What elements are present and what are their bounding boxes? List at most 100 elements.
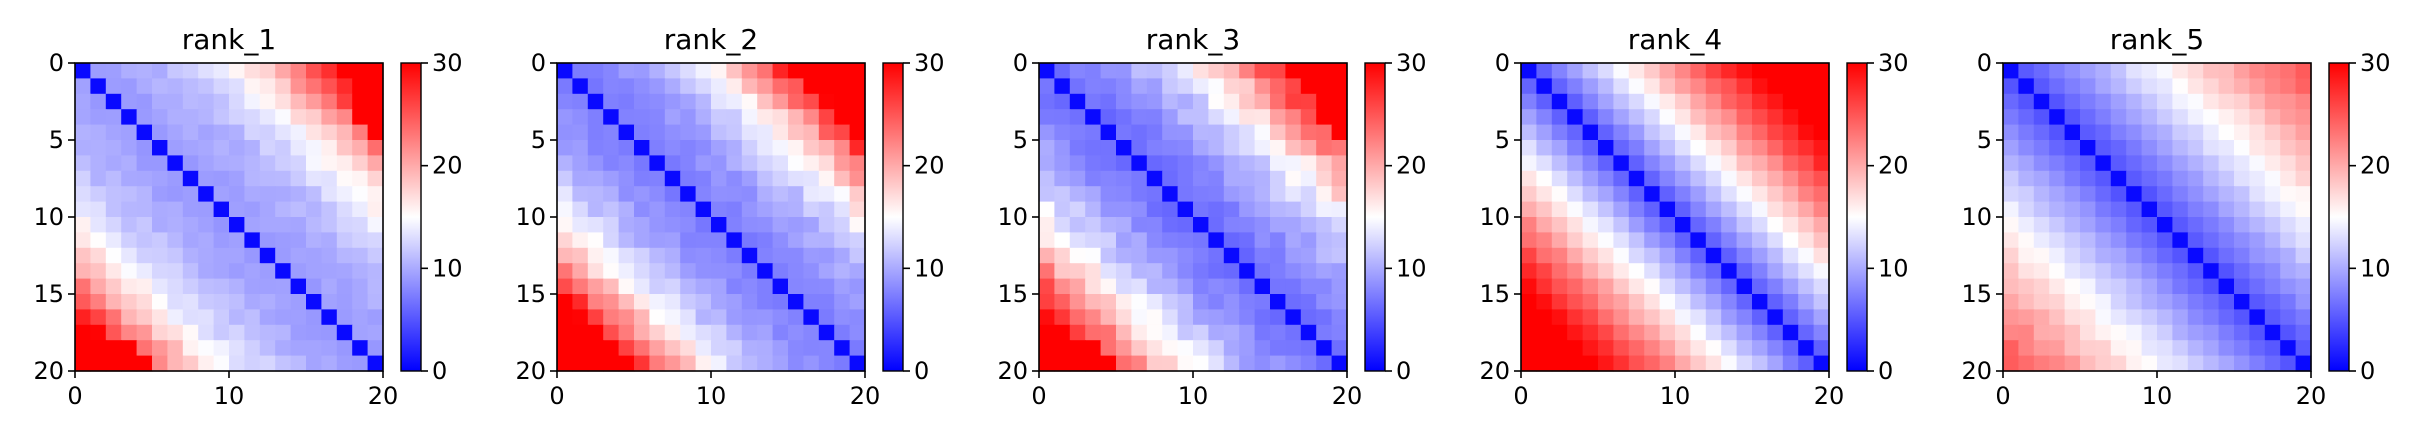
heatmap-cell — [834, 247, 851, 264]
heatmap-cell — [1116, 278, 1132, 295]
heatmap-cell — [198, 355, 215, 372]
heatmap-cell — [1567, 232, 1584, 249]
heatmap-cell — [634, 140, 650, 156]
heatmap-cell — [557, 140, 573, 156]
heatmap-cell — [2249, 109, 2266, 126]
heatmap-cell — [321, 78, 338, 95]
heatmap-cell — [2080, 232, 2096, 249]
heatmap-cell — [834, 109, 851, 126]
heatmap-cell — [367, 124, 384, 141]
heatmap-cell — [2018, 93, 2035, 110]
heatmap-cell — [1239, 294, 1256, 310]
heatmap-cell — [695, 278, 712, 295]
heatmap-cell — [1300, 355, 1317, 372]
heatmap-cell — [1767, 294, 1784, 310]
heatmap-cell — [1521, 324, 1537, 341]
heatmap-cell — [1131, 201, 1148, 218]
heatmap-cell — [664, 309, 681, 326]
heatmap-cell — [2280, 140, 2297, 156]
heatmap-cell — [1146, 263, 1163, 280]
heatmap-cell — [167, 355, 184, 372]
heatmap-cell — [741, 93, 758, 110]
heatmap-cell — [1598, 247, 1614, 264]
heatmap-cell — [1521, 140, 1537, 156]
heatmap-cell — [1782, 170, 1799, 187]
heatmap-cell — [818, 217, 835, 233]
heatmap-cell — [2172, 217, 2189, 233]
heatmap-cell — [2203, 63, 2220, 79]
heatmap-cell — [105, 340, 122, 357]
heatmap-cell — [788, 278, 804, 295]
heatmap-cell — [1767, 232, 1784, 249]
heatmap-cell — [695, 247, 712, 264]
heatmap-cell — [1628, 294, 1645, 310]
heatmap-cell — [618, 309, 635, 326]
heatmap-cell — [1767, 140, 1784, 156]
heatmap-cell — [1521, 109, 1537, 126]
heatmap-cell — [167, 340, 184, 357]
heatmap-cell — [1054, 355, 1071, 372]
heatmap-cell — [834, 294, 851, 310]
heatmap-cell — [2218, 140, 2235, 156]
heatmap-cell — [1628, 232, 1645, 249]
heatmap-cell — [1054, 294, 1071, 310]
heatmap-cell — [834, 155, 851, 172]
heatmap-cell — [306, 278, 322, 295]
heatmap-cell — [2157, 324, 2173, 341]
heatmap-cell — [1162, 355, 1179, 372]
y-tick-label: 0 — [1013, 49, 1028, 77]
heatmap-cell — [2110, 140, 2127, 156]
heatmap-cell — [2033, 140, 2050, 156]
heatmap-cell — [336, 201, 353, 218]
heatmap-cell — [336, 140, 353, 156]
heatmap-cell — [2234, 78, 2250, 95]
heatmap-cell — [2203, 340, 2220, 357]
heatmap-cell — [105, 309, 122, 326]
heatmap-cell — [2172, 232, 2189, 249]
heatmap-cell — [1598, 263, 1614, 280]
heatmap-cell — [198, 109, 215, 126]
heatmap-cell — [1208, 217, 1225, 233]
heatmap-cell — [818, 170, 835, 187]
heatmap-cell — [1675, 186, 1691, 203]
heatmap-cell — [726, 201, 743, 218]
heatmap-cell — [367, 93, 384, 110]
heatmap-cell — [2095, 294, 2112, 310]
heatmap-cell — [336, 294, 353, 310]
heatmap-cell — [290, 78, 307, 95]
heatmap-cell — [2003, 109, 2019, 126]
heatmap-cell — [1628, 63, 1645, 79]
heatmap-cell — [1813, 355, 1830, 372]
heatmap-cell — [726, 278, 743, 295]
heatmap-cell — [2003, 93, 2019, 110]
heatmap-cell — [680, 309, 697, 326]
heatmap-cell — [2064, 355, 2081, 372]
heatmap-cell — [2018, 140, 2035, 156]
heatmap-cell — [834, 140, 851, 156]
heatmap-cell — [352, 201, 369, 218]
heatmap-cell — [1162, 186, 1179, 203]
heatmap-cell — [1270, 278, 1286, 295]
heatmap-cell — [1659, 294, 1676, 310]
heatmap-cell — [2218, 309, 2235, 326]
heatmap-cell — [1613, 78, 1630, 95]
heatmap-cell — [1644, 294, 1661, 310]
heatmap-cell — [1039, 140, 1055, 156]
heatmap-cell — [557, 155, 573, 172]
heatmap-cell — [1239, 217, 1256, 233]
heatmap-cell — [2049, 247, 2066, 264]
heatmap-cell — [367, 294, 384, 310]
heatmap-cell — [290, 278, 307, 295]
heatmap-cell — [1085, 93, 1102, 110]
heatmap-cell — [2203, 247, 2220, 264]
heatmap-cell — [1208, 340, 1225, 357]
heatmap-cell — [1736, 309, 1753, 326]
heatmap-cell — [634, 355, 650, 372]
x-tick-label: 0 — [1513, 382, 1528, 410]
y-tick-label: 5 — [1495, 126, 1510, 154]
heatmap-cell — [2018, 170, 2035, 187]
heatmap-cell — [2126, 294, 2143, 310]
heatmap-cell — [1270, 78, 1286, 95]
heatmap-cell — [105, 140, 122, 156]
heatmap-cell — [1567, 340, 1584, 357]
